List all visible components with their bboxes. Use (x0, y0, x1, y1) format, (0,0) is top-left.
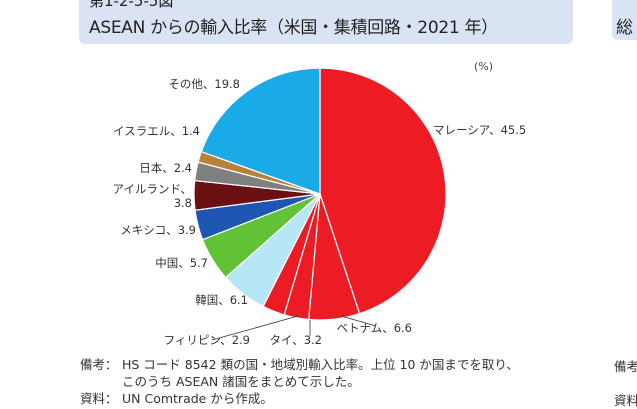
slice-label-9: 日本、2.4 (139, 161, 192, 175)
figure-title-box: 第1-2-5-5図 ASEAN からの輸入比率（米国・集積回路・2021 年） (79, 0, 573, 44)
adjacent-source-fragment: 資料 (614, 393, 637, 408)
remarks-line-2: このうち ASEAN 諸国をまとめて示した。 (122, 374, 360, 389)
figure-title: ASEAN からの輸入比率（米国・集積回路・2021 年） (89, 18, 498, 38)
figure-number: 第1-2-5-5図 (89, 0, 174, 10)
pie-slice-1 (319, 67, 447, 315)
slice-label-4: フィリピン、2.9 (164, 333, 250, 347)
remarks-row: 備考： HS コード 8542 類の国・地域別輸入比率。上位 10 か国までを取り… (80, 356, 519, 373)
source-text: UN Comtrade から作成。 (122, 391, 273, 406)
slice-label-7: メキシコ、3.9 (120, 223, 196, 237)
pie-slices (193, 67, 447, 321)
leader-lines (211, 315, 377, 341)
slice-label-10: イスラエル、1.4 (113, 124, 200, 138)
slice-label-3: タイ、3.2 (269, 333, 322, 347)
adjacent-figure-title: 総 (616, 18, 633, 38)
slice-label-1: マレーシア、45.5 (433, 123, 526, 137)
source-head: 資料： (80, 391, 118, 406)
slice-label-5: 韓国、6.1 (195, 293, 248, 307)
unit-label: (%) (474, 60, 494, 73)
slice-label-6: 中国、5.7 (155, 256, 208, 270)
adjacent-figure-title-box: 総 (612, 0, 637, 40)
slice-labels: マレーシア、45.5 ベトナム、6.6 タイ、3.2 フィリピン、2.9 韓国、6.1 中… (113, 77, 527, 347)
slice-label-11: その他、19.8 (168, 77, 240, 91)
adjacent-remarks-fragment: 備考 (614, 359, 637, 374)
remarks-head: 備考： (80, 357, 118, 372)
pie-slice-11 (200, 67, 321, 195)
slice-label-2: ベトナム、6.6 (337, 321, 412, 335)
source-row: 資料： UN Comtrade から作成。 (80, 390, 519, 407)
leader-line-2 (340, 315, 377, 327)
notes: 備考： HS コード 8542 類の国・地域別輸入比率。上位 10 か国までを取り… (80, 356, 519, 407)
remarks-line-1: HS コード 8542 類の国・地域別輸入比率。上位 10 か国までを取り、 (122, 357, 519, 372)
slice-label-8: アイルランド、 3.8 (113, 182, 192, 210)
leader-line-4 (211, 315, 299, 341)
